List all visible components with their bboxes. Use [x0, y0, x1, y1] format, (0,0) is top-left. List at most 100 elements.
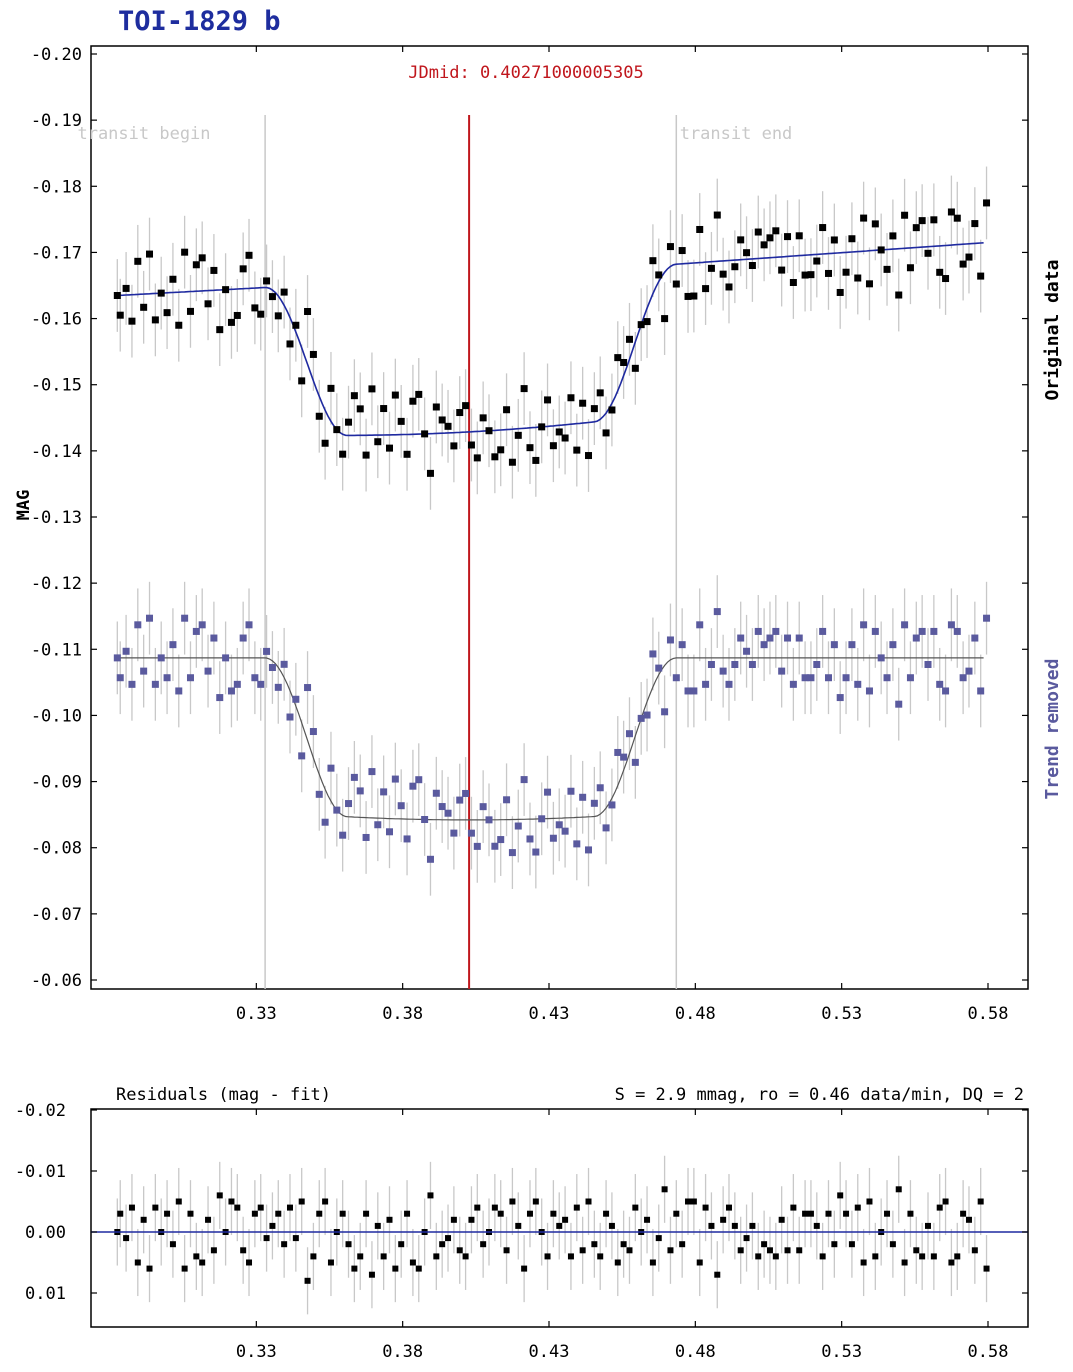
trend-removed-point: [356, 787, 364, 795]
trend-removed-point: [596, 784, 604, 792]
original-point: [292, 321, 300, 329]
trend-removed-point: [380, 788, 388, 796]
trend-removed-point: [836, 694, 844, 702]
original-point: [918, 217, 926, 225]
residual-point: [164, 1210, 171, 1217]
original-point: [684, 292, 692, 300]
trend-removed-point: [678, 641, 686, 649]
trend-removed-point: [713, 608, 721, 616]
residual-point: [140, 1216, 147, 1223]
trend-removed-fit-line: [117, 657, 984, 821]
trend-removed-point: [965, 667, 973, 675]
trend-removed-point: [860, 621, 868, 629]
original-point: [391, 391, 399, 399]
original-point: [655, 271, 663, 279]
residual-point: [772, 1253, 779, 1260]
residual-y-tick-label: 0.01: [25, 1284, 66, 1304]
original-point: [561, 434, 569, 442]
trend-removed-point: [801, 674, 809, 682]
residual-point: [462, 1253, 469, 1260]
residual-y-tick-label: -0.01: [15, 1162, 66, 1182]
trend-removed-point: [204, 667, 212, 675]
x-tick-label: 0.53: [821, 1004, 862, 1024]
trend-removed-point: [227, 687, 235, 695]
trend-removed-point: [666, 636, 674, 644]
trend-removed-point: [374, 821, 382, 829]
trend-removed-point: [298, 752, 306, 760]
residual-point: [585, 1198, 592, 1205]
original-point: [257, 310, 265, 318]
residual-point: [930, 1253, 937, 1260]
trend-removed-point: [333, 806, 341, 814]
residual-point: [802, 1210, 809, 1217]
trend-removed-point: [122, 647, 130, 655]
residual-point: [257, 1204, 264, 1211]
residual-point: [491, 1204, 498, 1211]
original-point: [795, 232, 803, 240]
trend-removed-point: [760, 641, 768, 649]
residual-point: [907, 1210, 914, 1217]
residual-point: [210, 1247, 217, 1254]
original-point: [327, 384, 335, 392]
trend-removed-point: [731, 660, 739, 668]
original-point: [731, 263, 739, 271]
residual-point: [480, 1241, 487, 1248]
trend-removed-point: [192, 627, 200, 635]
x-tick-label: 0.38: [382, 1004, 423, 1024]
residual-point: [246, 1259, 253, 1266]
trend-removed-point: [930, 627, 938, 635]
residual-x-tick-label: 0.48: [675, 1342, 716, 1362]
residual-point: [128, 1204, 135, 1211]
residual-point: [205, 1216, 212, 1223]
original-point: [151, 316, 159, 324]
original-point: [403, 450, 411, 458]
trend-removed-point: [409, 782, 417, 790]
trend-removed-point: [637, 714, 645, 722]
residual-point: [216, 1192, 223, 1199]
original-point: [479, 414, 487, 422]
trend-removed-point: [426, 855, 434, 863]
trend-removed-point: [444, 809, 452, 817]
residual-point: [269, 1222, 276, 1229]
residual-point: [649, 1259, 656, 1266]
trend-removed-point: [585, 846, 593, 854]
trend-removed-point: [304, 684, 312, 692]
residual-point: [117, 1210, 124, 1217]
original-point: [227, 318, 235, 326]
trend-removed-point: [251, 674, 259, 682]
original-point: [631, 364, 639, 372]
original-point: [959, 260, 967, 268]
original-point: [760, 241, 768, 249]
residual-point: [474, 1204, 481, 1211]
original-point: [438, 416, 446, 424]
original-point: [204, 300, 212, 308]
original-point: [192, 261, 200, 269]
original-point: [520, 385, 528, 393]
original-point: [263, 277, 271, 285]
original-point: [854, 274, 862, 282]
residual-point: [807, 1210, 814, 1217]
y-tick-label: -0.19: [31, 111, 82, 131]
trend-removed-point: [842, 674, 850, 682]
residual-point: [515, 1222, 522, 1229]
original-point: [549, 442, 557, 450]
original-point: [233, 311, 241, 319]
y-tick-label: -0.15: [31, 376, 82, 396]
original-point: [901, 211, 909, 219]
original-point: [625, 335, 633, 343]
residual-point: [439, 1241, 446, 1248]
residual-point: [386, 1216, 393, 1223]
original-point: [690, 292, 698, 300]
x-tick-label: 0.43: [529, 1004, 570, 1024]
original-point: [743, 249, 751, 257]
trend-removed-point: [573, 840, 581, 848]
trend-removed-point: [315, 790, 323, 798]
trend-removed-point: [473, 842, 481, 850]
original-point: [707, 264, 715, 272]
residual-point: [796, 1247, 803, 1254]
trend-removed-point: [257, 680, 265, 688]
residual-point: [445, 1235, 452, 1242]
original-point: [210, 266, 218, 274]
original-point: [309, 350, 317, 358]
trend-removed-point: [514, 822, 522, 830]
